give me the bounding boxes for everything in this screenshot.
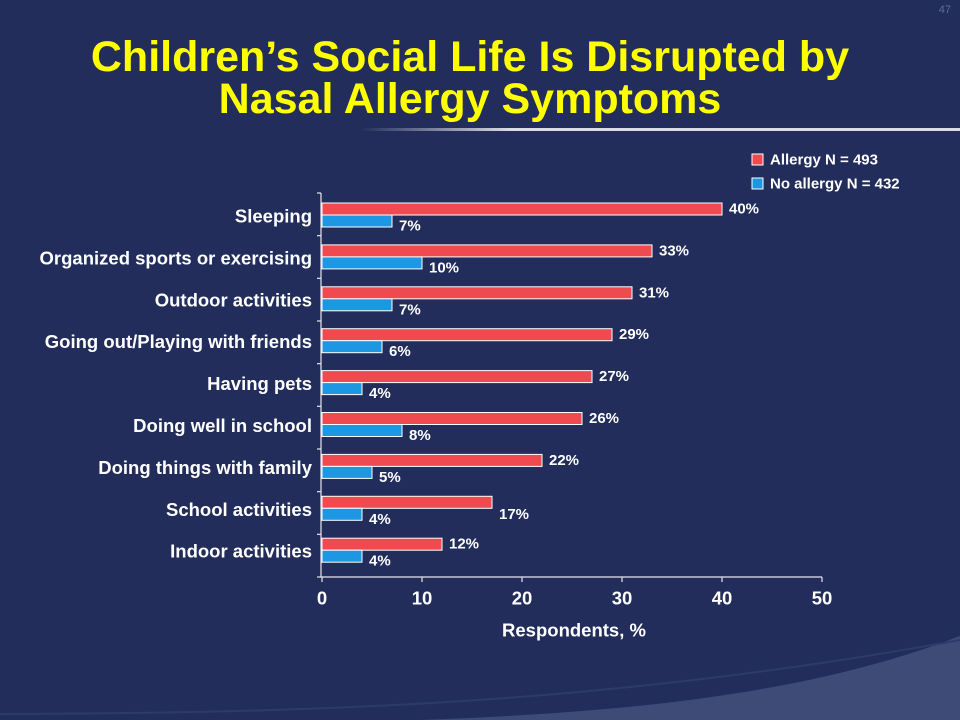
bar-no-allergy-indoor-activities (321, 549, 363, 563)
category-label-doing-well-in-school: Doing well in school (133, 415, 312, 436)
data-label-allergy-school-activities: 17% (499, 506, 529, 523)
data-label-no-allergy-doing-well-in-school: 8% (409, 427, 431, 444)
legend-label-allergy: Allergy N = 493 (770, 152, 878, 169)
slide-title-line-2: Nasal Allergy Symptoms (218, 75, 722, 123)
chart-axes: 0 10 20 30 40 50 (317, 192, 833, 609)
x-tick-label-10: 10 (412, 588, 433, 609)
data-label-no-allergy-outdoor-activities: 7% (399, 301, 421, 318)
bar-allergy-outdoor-activities (321, 286, 633, 300)
bar-allergy-school-activities (321, 495, 493, 509)
data-label-allergy-going-out-playing-with-friends: 29% (619, 326, 649, 343)
slide-title-line-1: Children’s Social Life Is Disrupted by (90, 33, 850, 81)
data-label-allergy-doing-well-in-school: 26% (589, 410, 619, 427)
slide-title: Children’s Social Life Is Disrupted by N… (0, 33, 940, 123)
bar-allergy-going-out-playing-with-friends (321, 328, 613, 342)
data-label-no-allergy-school-activities: 4% (369, 511, 391, 528)
data-label-no-allergy-organized-sports-or-exercising: 10% (429, 259, 459, 276)
x-tick-label-40: 40 (712, 588, 733, 609)
data-label-no-allergy-going-out-playing-with-friends: 6% (389, 343, 411, 360)
data-label-no-allergy-sleeping: 7% (399, 218, 421, 235)
bar-no-allergy-doing-well-in-school (321, 424, 403, 437)
legend-swatch-allergy (751, 153, 764, 166)
category-label-sleeping: Sleeping (235, 206, 312, 227)
category-label-organized-sports-or-exercising: Organized sports or exercising (40, 247, 312, 268)
bar-allergy-doing-things-with-family (321, 453, 543, 467)
category-label-indoor-activities: Indoor activities (170, 541, 312, 562)
x-tick-label-50: 50 (812, 588, 833, 609)
bar-no-allergy-going-out-playing-with-friends (321, 340, 383, 354)
legend-label-no-allergy: No allergy N = 432 (770, 176, 900, 193)
data-labels: 40% 33% 31% 29% 27% 26% 22% 17% 12% 7% 10% 7% 6% 4% 8%… (369, 201, 759, 570)
x-tick-label-20: 20 (512, 588, 533, 609)
data-label-no-allergy-having-pets: 4% (369, 385, 391, 402)
bar-no-allergy-organized-sports-or-exercising (321, 256, 423, 270)
bar-allergy-sleeping (321, 202, 723, 216)
data-label-allergy-organized-sports-or-exercising: 33% (659, 242, 689, 259)
bar-allergy-organized-sports-or-exercising (321, 244, 653, 258)
data-label-allergy-indoor-activities: 12% (449, 536, 479, 553)
category-label-doing-things-with-family: Doing things with family (98, 457, 312, 478)
bottom-swoosh (420, 636, 960, 720)
bar-no-allergy-doing-things-with-family (321, 465, 373, 479)
bar-series (321, 202, 723, 563)
bar-no-allergy-having-pets (321, 382, 363, 396)
x-axis-title: Respondents, % (502, 620, 646, 641)
category-label-school-activities: School activities (166, 499, 312, 520)
bar-allergy-having-pets (321, 370, 593, 384)
bottom-swoosh-line (0, 639, 960, 715)
data-label-allergy-sleeping: 40% (729, 201, 759, 218)
bar-no-allergy-sleeping (321, 214, 393, 228)
bar-allergy-doing-well-in-school (321, 412, 583, 425)
category-label-outdoor-activities: Outdoor activities (155, 289, 312, 310)
data-label-no-allergy-doing-things-with-family: 5% (379, 469, 401, 486)
data-label-allergy-doing-things-with-family: 22% (549, 452, 579, 469)
title-divider (360, 128, 960, 131)
data-label-allergy-having-pets: 27% (599, 368, 629, 385)
category-label-going-out-playing-with-friends: Going out/Playing with friends (45, 331, 312, 352)
x-tick-label-0: 0 (317, 588, 327, 609)
data-label-allergy-outdoor-activities: 31% (639, 284, 669, 301)
data-label-no-allergy-indoor-activities: 4% (369, 553, 391, 570)
bar-no-allergy-outdoor-activities (321, 298, 393, 312)
slide-number: 47 (938, 4, 951, 16)
bar-no-allergy-school-activities (321, 507, 363, 521)
x-tick-label-30: 30 (612, 588, 633, 609)
category-labels: Sleeping Organized sports or exercising Ou… (40, 206, 313, 562)
bar-allergy-indoor-activities (321, 537, 443, 551)
legend-swatch-no-allergy (751, 177, 764, 190)
category-label-having-pets: Having pets (207, 373, 312, 394)
chart-legend: Allergy N = 493 No allergy N = 432 (751, 152, 900, 193)
